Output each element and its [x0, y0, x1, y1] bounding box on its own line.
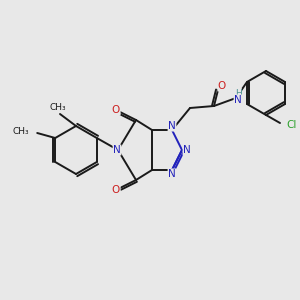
Text: N: N [183, 145, 191, 155]
Text: O: O [112, 105, 120, 115]
Text: Cl: Cl [286, 120, 296, 130]
Text: O: O [218, 81, 226, 91]
Text: N: N [234, 95, 242, 105]
Text: N: N [113, 145, 121, 155]
Text: CH₃: CH₃ [13, 127, 29, 136]
Text: O: O [112, 185, 120, 195]
Text: N: N [168, 121, 176, 131]
Text: N: N [168, 169, 176, 179]
Text: H: H [235, 88, 242, 98]
Text: CH₃: CH₃ [50, 103, 66, 112]
